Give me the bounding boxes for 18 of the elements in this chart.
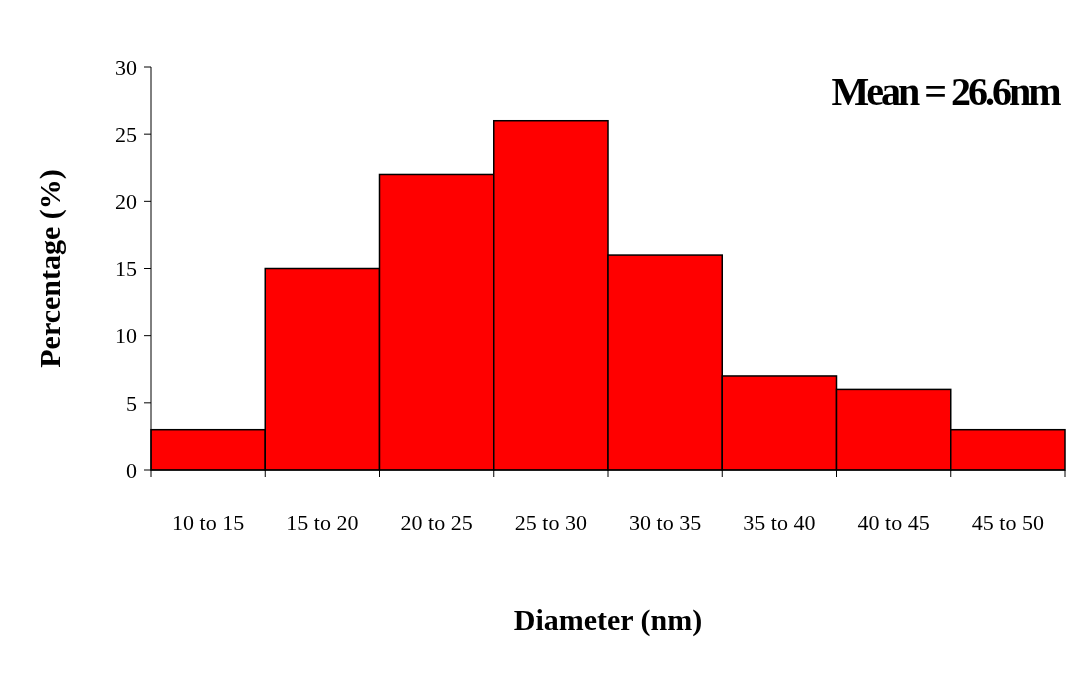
x-tick-label: 20 to 25 xyxy=(400,510,473,535)
y-tick-label: 0 xyxy=(126,457,137,483)
x-tick-label: 45 to 50 xyxy=(971,510,1044,535)
x-tick-label: 35 to 40 xyxy=(743,510,816,535)
x-axis-title: Diameter (nm) xyxy=(513,603,703,637)
y-tick-label: 25 xyxy=(115,121,137,147)
annotation: Mean = 26.6nm xyxy=(831,69,1062,114)
y-tick-label: 20 xyxy=(115,189,137,215)
y-tick-label: 5 xyxy=(126,390,137,416)
x-tick-label: 40 to 45 xyxy=(857,510,930,535)
y-tick-label: 30 xyxy=(115,54,137,80)
x-tick-label: 30 to 35 xyxy=(629,510,702,535)
x-tick-label: 10 to 15 xyxy=(172,510,245,535)
x-tick-label: 15 to 20 xyxy=(286,510,359,535)
y-tick-label: 15 xyxy=(115,256,137,282)
y-axis-title: Percentage (%) xyxy=(33,169,67,368)
y-tick-label: 10 xyxy=(115,323,137,349)
x-tick-label: 25 to 30 xyxy=(514,510,587,535)
